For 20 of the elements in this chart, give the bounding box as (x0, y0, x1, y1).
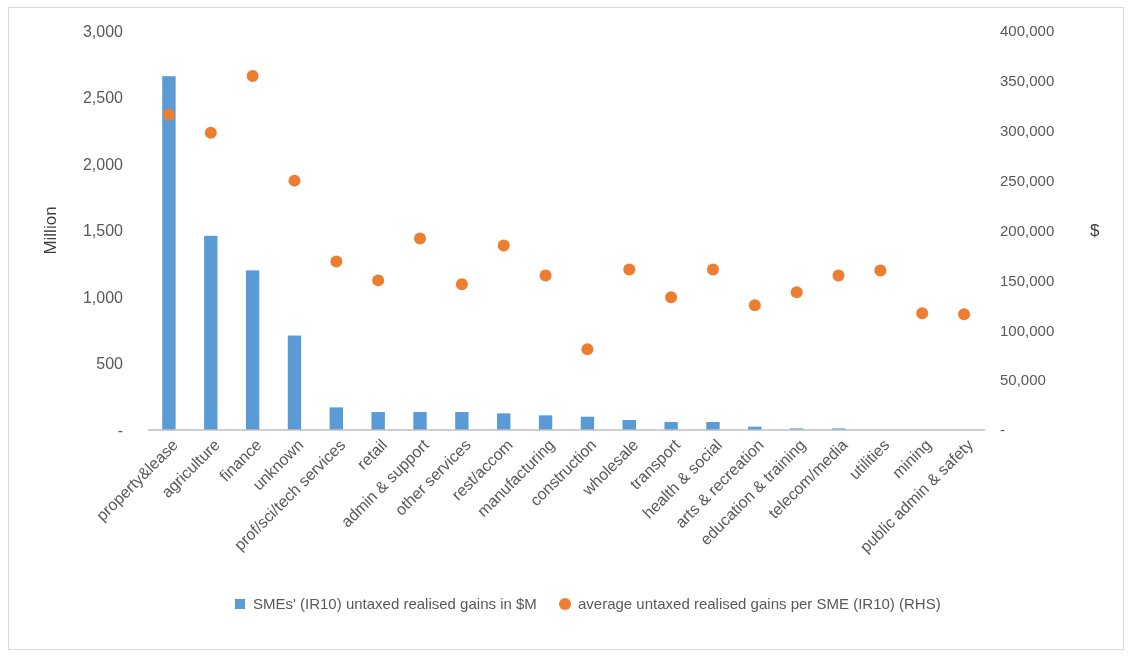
legend-label: average untaxed realised gains per SME (IR10) (RHS) (578, 595, 941, 613)
y-axis-title: Million (41, 206, 60, 255)
y2-tick-label: 300,000 (1000, 122, 1055, 139)
y-tick-label: 1,500 (82, 222, 124, 240)
y-tick-label: 3,000 (82, 22, 124, 40)
y2-tick-label: 100,000 (1000, 321, 1055, 339)
legend-label: SMEs' (IR10) untaxed realised gains in $M (253, 595, 537, 613)
y2-axis-title: $ (1090, 221, 1100, 241)
y2-tick-label: 200,000 (1000, 221, 1055, 239)
y-tick-label: 1,000 (82, 288, 124, 306)
y2-tick-label: 50,000 (1000, 371, 1046, 389)
y2-tick-label: - (1000, 421, 1005, 439)
y-tick-label: - (117, 421, 123, 439)
y2-tick-label: 350,000 (1000, 72, 1055, 90)
y-tick-label: 2,500 (82, 89, 124, 107)
y-tick-label: 500 (96, 355, 124, 373)
y-tick-label: 2,000 (82, 155, 124, 173)
y2-tick-label: 250,000 (1000, 171, 1055, 189)
y2-tick-label: 150,000 (1000, 271, 1055, 289)
y2-tick-label: 400,000 (1000, 22, 1055, 40)
